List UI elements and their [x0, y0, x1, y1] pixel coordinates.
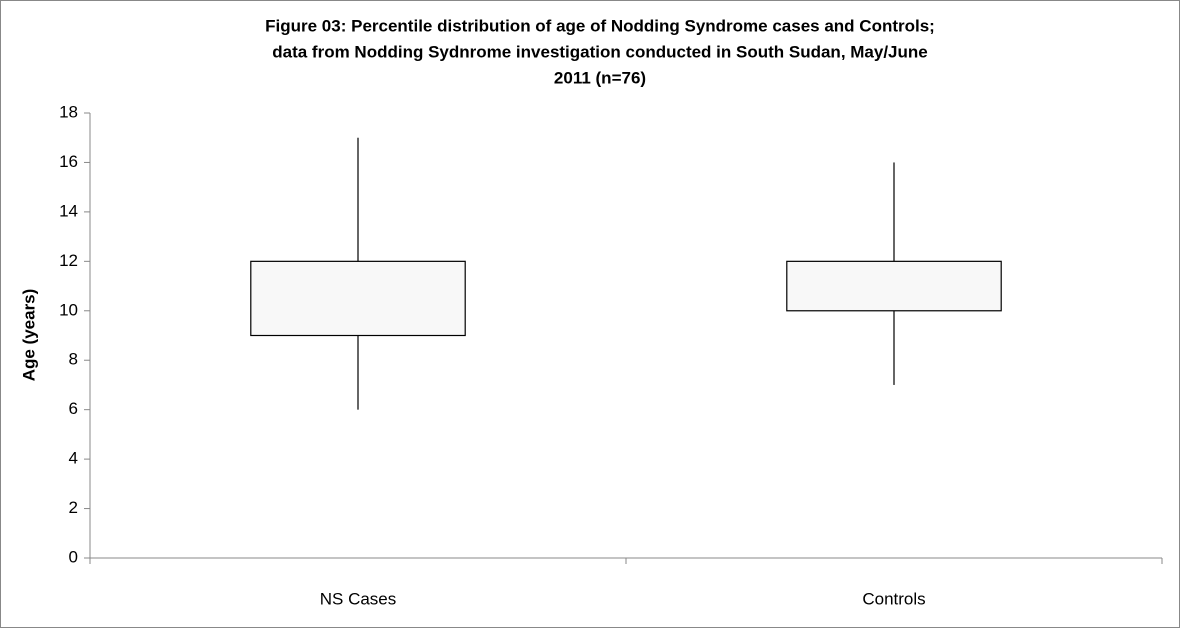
y-tick-label: 8	[69, 350, 78, 369]
x-tick-label: NS Cases	[320, 589, 397, 608]
y-tick-label: 0	[69, 547, 78, 566]
y-tick-label: 2	[69, 498, 78, 517]
chart-title: Figure 03: Percentile distribution of ag…	[265, 16, 935, 35]
y-tick-label: 12	[59, 251, 78, 270]
y-tick-label: 4	[69, 449, 78, 468]
y-axis-label: Age (years)	[19, 289, 38, 382]
x-tick-label: Controls	[862, 589, 925, 608]
y-tick-label: 10	[59, 300, 78, 319]
y-tick-label: 16	[59, 152, 78, 171]
y-tick-label: 18	[59, 102, 78, 121]
y-tick-label: 6	[69, 399, 78, 418]
y-tick-label: 14	[59, 201, 78, 220]
chart-title: data from Nodding Sydnrome investigation…	[272, 42, 928, 61]
box	[250, 260, 466, 337]
box	[786, 260, 1002, 312]
chart-title: 2011 (n=76)	[554, 68, 646, 87]
